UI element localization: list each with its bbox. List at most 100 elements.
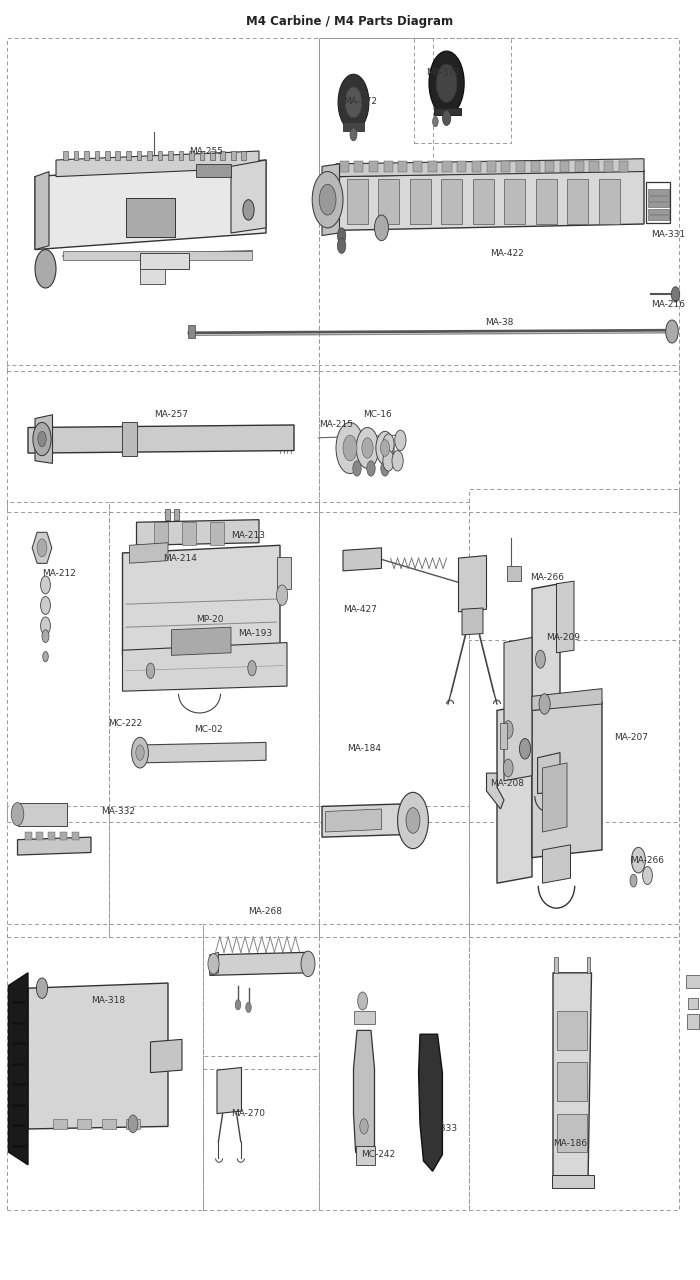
Polygon shape (35, 160, 266, 250)
Circle shape (429, 51, 464, 115)
Polygon shape (150, 1039, 182, 1073)
Bar (648, 196, 668, 201)
Polygon shape (172, 627, 231, 655)
Circle shape (128, 1115, 138, 1133)
Circle shape (37, 539, 47, 557)
Bar (140, 253, 189, 269)
Polygon shape (231, 160, 266, 233)
Polygon shape (542, 845, 570, 883)
Polygon shape (398, 161, 407, 172)
Polygon shape (340, 161, 349, 172)
Bar (203, 924, 318, 1069)
Polygon shape (241, 151, 246, 160)
Circle shape (36, 978, 48, 998)
Bar (108, 502, 318, 822)
Circle shape (43, 652, 48, 662)
Circle shape (38, 431, 46, 447)
Bar (63, 251, 252, 260)
Circle shape (374, 215, 388, 241)
Polygon shape (36, 832, 43, 840)
Polygon shape (538, 753, 560, 794)
Polygon shape (434, 108, 461, 115)
Circle shape (442, 110, 451, 125)
Circle shape (630, 874, 637, 887)
Text: M4 Carbine / M4 Parts Diagram: M4 Carbine / M4 Parts Diagram (246, 15, 454, 28)
Circle shape (406, 808, 420, 833)
Text: MA-266: MA-266 (630, 855, 664, 865)
Bar (318, 38, 679, 371)
Bar (7, 806, 108, 937)
Bar (126, 198, 175, 237)
Circle shape (671, 287, 680, 302)
Polygon shape (545, 161, 554, 172)
Polygon shape (554, 957, 558, 973)
Polygon shape (18, 837, 91, 855)
Text: MA-207: MA-207 (615, 732, 649, 742)
Polygon shape (48, 832, 55, 840)
Polygon shape (486, 161, 496, 172)
Polygon shape (28, 983, 168, 1129)
Bar (7, 924, 203, 1210)
Polygon shape (532, 584, 560, 794)
Polygon shape (619, 161, 628, 172)
Circle shape (319, 184, 336, 215)
Polygon shape (178, 151, 183, 160)
Polygon shape (140, 742, 266, 763)
Text: MA-193: MA-193 (238, 628, 272, 639)
Text: MA-38: MA-38 (485, 317, 514, 328)
Text: MA-266: MA-266 (531, 572, 565, 582)
Bar (174, 509, 179, 520)
Circle shape (235, 1000, 241, 1010)
Polygon shape (369, 161, 378, 172)
Polygon shape (384, 161, 393, 172)
Bar (556, 1062, 587, 1101)
Polygon shape (458, 556, 486, 612)
Polygon shape (532, 689, 602, 710)
Bar (318, 502, 469, 822)
Bar (687, 998, 699, 1009)
Polygon shape (210, 151, 215, 160)
Text: MC-222: MC-222 (108, 718, 143, 728)
Circle shape (392, 451, 403, 471)
Polygon shape (532, 701, 602, 858)
Circle shape (539, 694, 550, 714)
Polygon shape (126, 151, 131, 160)
Circle shape (381, 439, 390, 457)
Bar (469, 640, 679, 937)
Polygon shape (199, 151, 204, 160)
Text: MA-215: MA-215 (319, 420, 354, 430)
Circle shape (503, 759, 513, 777)
Text: MA-186: MA-186 (553, 1138, 587, 1148)
Polygon shape (560, 161, 569, 172)
Polygon shape (553, 973, 592, 1183)
Circle shape (301, 951, 315, 977)
Polygon shape (122, 643, 287, 691)
Text: MA-213: MA-213 (231, 530, 265, 540)
Circle shape (519, 739, 531, 759)
Bar (182, 522, 196, 545)
Bar (7, 365, 318, 512)
Bar (318, 924, 469, 1210)
Circle shape (383, 451, 394, 471)
Circle shape (337, 238, 346, 253)
Circle shape (666, 320, 678, 343)
Polygon shape (504, 637, 532, 781)
Polygon shape (217, 1068, 241, 1114)
Polygon shape (8, 973, 28, 1165)
Circle shape (248, 660, 256, 676)
Polygon shape (428, 161, 437, 172)
Polygon shape (28, 425, 294, 453)
Circle shape (362, 438, 373, 458)
Polygon shape (136, 151, 141, 160)
Circle shape (536, 650, 545, 668)
Circle shape (367, 461, 375, 476)
Bar (7, 38, 318, 371)
Polygon shape (354, 161, 363, 172)
Circle shape (345, 87, 362, 118)
Circle shape (350, 128, 357, 141)
Text: MA-216: MA-216 (651, 300, 685, 310)
Circle shape (376, 431, 394, 465)
Polygon shape (189, 151, 194, 160)
Bar (196, 164, 231, 177)
Polygon shape (35, 415, 52, 463)
